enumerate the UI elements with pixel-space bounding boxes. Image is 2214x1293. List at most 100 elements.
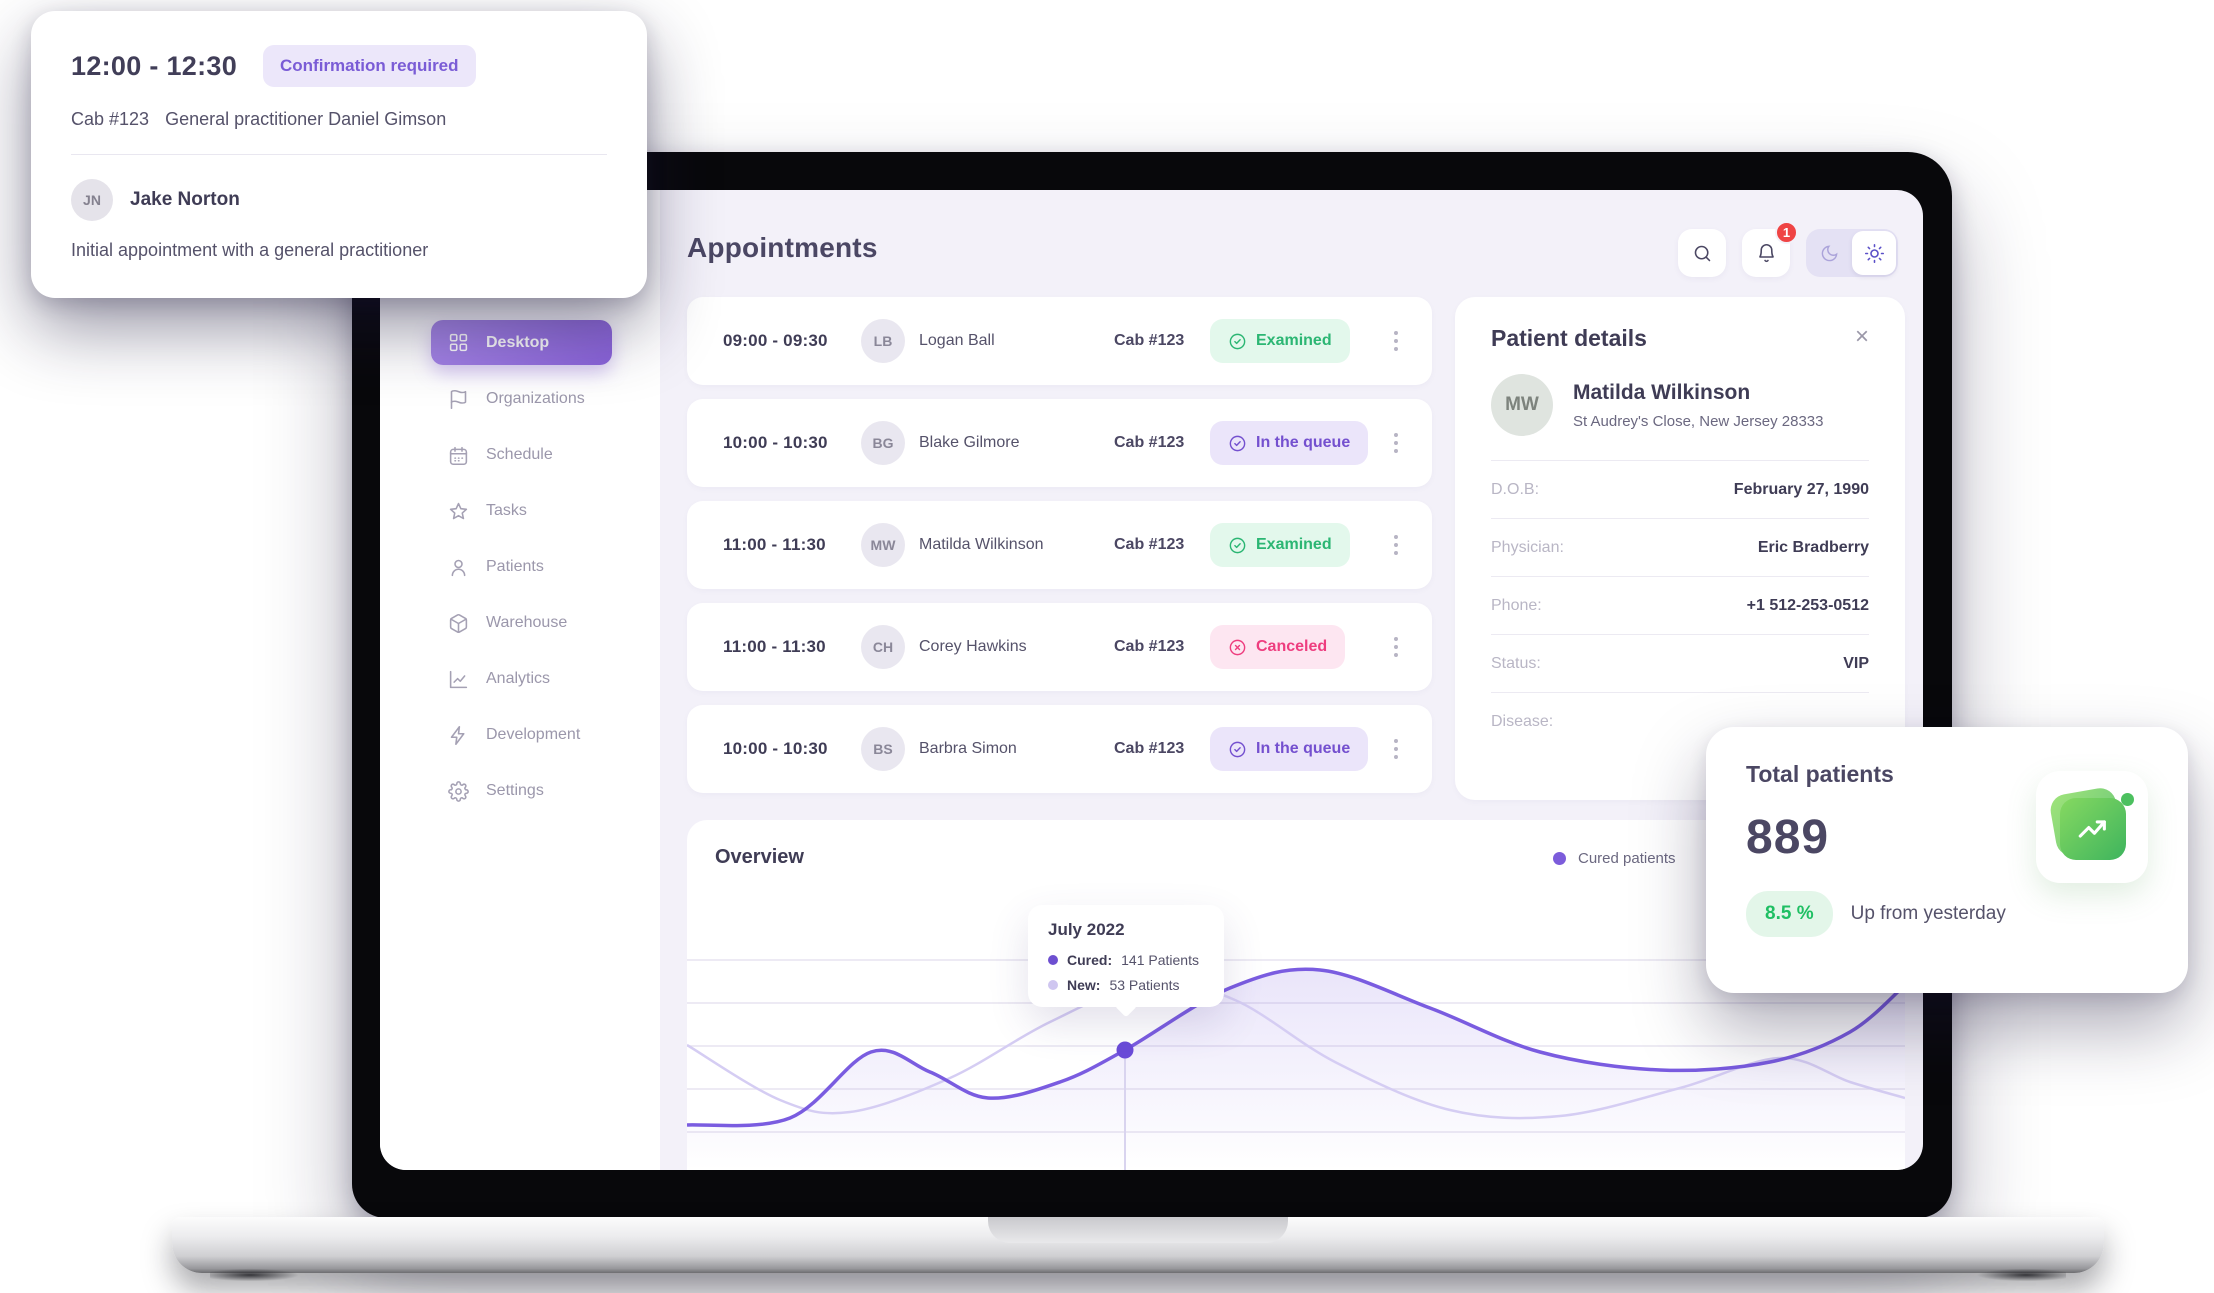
field-value: February 27, 1990 xyxy=(1733,480,1869,498)
series-label: Cured: xyxy=(1067,952,1113,968)
confirmation-badge: Confirmation required xyxy=(263,45,476,87)
row-menu-button[interactable] xyxy=(1386,427,1406,459)
zap-icon xyxy=(450,725,465,745)
patient-name: Blake Gilmore xyxy=(919,434,1020,451)
check-circle-icon xyxy=(1229,537,1246,553)
field-label: Disease: xyxy=(1491,713,1554,730)
sidebar-item-label: Development xyxy=(486,726,581,743)
trend-row: 8.5 % Up from yesterday xyxy=(1746,891,2148,937)
appointment-row[interactable]: 10:00 - 10:30 BS Barbra Simon Cab #123 I… xyxy=(687,705,1432,793)
sidebar-item-analytics[interactable]: Analytics xyxy=(431,651,612,707)
patient-profile: MW Matilda Wilkinson St Audrey's Close, … xyxy=(1491,374,1869,461)
appointment-row[interactable]: 09:00 - 09:30 LB Logan Ball Cab #123 Exa… xyxy=(687,297,1432,385)
appointment-time-range: 12:00 - 12:30 xyxy=(71,50,238,81)
sidebar-item-label: Patients xyxy=(486,558,544,575)
sidebar-item-desktop[interactable]: Desktop xyxy=(431,320,612,365)
practitioner-name: General practitioner Daniel Gimson xyxy=(165,109,447,129)
grid-icon xyxy=(449,333,468,352)
row-menu-button[interactable] xyxy=(1386,631,1406,663)
stat-icon-container xyxy=(2036,771,2148,883)
sidebar-item-label: Schedule xyxy=(486,446,553,463)
appointment-row[interactable]: 11:00 - 11:30 MW Matilda Wilkinson Cab #… xyxy=(687,501,1432,589)
field-value: VIP xyxy=(1843,654,1869,672)
total-patients-card: Total patients 889 8.5 % Up from yesterd… xyxy=(1706,727,2188,993)
avatar: JN xyxy=(71,179,113,221)
sidebar-item-settings[interactable]: Settings xyxy=(431,763,612,819)
field-label: Phone: xyxy=(1491,596,1542,614)
cab-number: Cab #123 xyxy=(1114,740,1185,757)
patient-field-row: D.O.B: February 27, 1990 xyxy=(1491,461,1869,519)
patient-field-row: Physician: Eric Bradberry xyxy=(1491,519,1869,577)
sidebar-item-warehouse[interactable]: Warehouse xyxy=(431,595,612,651)
box-icon xyxy=(449,613,468,633)
status-badge: Examined xyxy=(1210,523,1350,567)
bell-icon xyxy=(1758,243,1774,262)
star-icon xyxy=(449,502,468,519)
sidebar-item-organizations[interactable]: Organizations xyxy=(431,371,612,427)
avatar: CH xyxy=(861,625,905,669)
patient-field-row: Disease: xyxy=(1491,693,1869,751)
tooltip-row: Cured: 141 Patients xyxy=(1048,952,1204,968)
appointment-time: 11:00 - 11:30 xyxy=(723,535,826,554)
sidebar-item-label: Warehouse xyxy=(486,614,568,631)
appointment-row[interactable]: 10:00 - 10:30 BG Blake Gilmore Cab #123 … xyxy=(687,399,1432,487)
laptop-base xyxy=(172,1217,2104,1283)
laptop-screen-bezel: Desktop Organizations Schedule Tasks Patient… xyxy=(352,152,1952,1218)
status-label: In the queue xyxy=(1256,434,1351,451)
theme-toggle xyxy=(1806,229,1898,277)
patient-details-panel: Patient details × MW Matilda Wilkinson S… xyxy=(1455,297,1905,800)
field-value: Eric Bradberry xyxy=(1757,538,1869,556)
status-column: Canceled xyxy=(1210,625,1386,669)
row-menu-button[interactable] xyxy=(1386,529,1406,561)
patient-name: Corey Hawkins xyxy=(919,638,1027,655)
status-badge: In the queue xyxy=(1210,727,1369,771)
gear-icon xyxy=(448,780,469,802)
sidebar-item-label: Analytics xyxy=(486,670,551,687)
dark-mode-button[interactable] xyxy=(1806,244,1852,263)
field-label: D.O.B: xyxy=(1491,480,1540,498)
avatar: LB xyxy=(861,319,905,363)
cab-number: Cab #123 xyxy=(1114,536,1185,553)
avatar: BG xyxy=(861,421,905,465)
status-label: Canceled xyxy=(1256,638,1328,655)
series-value: 141 Patients xyxy=(1121,952,1199,968)
overview-title: Overview xyxy=(715,846,804,868)
moon-icon xyxy=(1821,245,1837,261)
series-dot xyxy=(1048,980,1058,990)
patient-name: Matilda Wilkinson xyxy=(919,536,1044,553)
field-value: +1 512-253-0512 xyxy=(1746,596,1869,614)
row-menu-button[interactable] xyxy=(1386,733,1406,765)
total-patients-title: Total patients xyxy=(1746,761,1894,787)
cab-number: Cab #123 xyxy=(1114,434,1185,451)
status-column: In the queue xyxy=(1210,727,1386,771)
appointment-time: 10:00 - 10:30 xyxy=(723,433,828,452)
appointments-list: 09:00 - 09:30 LB Logan Ball Cab #123 Exa… xyxy=(687,297,1432,807)
appointment-time: 11:00 - 11:30 xyxy=(723,637,826,656)
sidebar-item-patients[interactable]: Patients xyxy=(431,539,612,595)
patient-field-row: Status: VIP xyxy=(1491,635,1869,693)
series-value: 53 Patients xyxy=(1109,977,1180,993)
status-dot xyxy=(2121,793,2134,806)
appointment-time: 09:00 - 09:30 xyxy=(723,331,828,350)
patients-line-chart[interactable] xyxy=(687,940,1905,1170)
cab-number: Cab #123 xyxy=(1114,638,1185,655)
sidebar-item-development[interactable]: Development xyxy=(431,707,612,763)
row-menu-button[interactable] xyxy=(1386,325,1406,357)
chart-legend: Cured patients xyxy=(1553,850,1676,867)
notifications-button[interactable]: 1 xyxy=(1742,221,1798,277)
patient-address: St Audrey's Close, New Jersey 28333 xyxy=(1573,412,1824,430)
check-circle-icon xyxy=(1229,333,1246,349)
sidebar-item-label: Desktop xyxy=(486,333,550,351)
overview-panel: Overview Cured patients July 2022 Cured:… xyxy=(687,820,1905,1170)
appointment-row[interactable]: 11:00 - 11:30 CH Corey Hawkins Cab #123 … xyxy=(687,603,1432,691)
notification-badge: 1 xyxy=(1775,221,1798,244)
sidebar-item-tasks[interactable]: Tasks xyxy=(431,483,612,539)
light-mode-button[interactable] xyxy=(1852,231,1896,275)
status-badge: Canceled xyxy=(1210,625,1346,669)
sidebar-item-schedule[interactable]: Schedule xyxy=(431,427,612,483)
close-icon[interactable]: × xyxy=(1854,323,1869,350)
appointment-card-location: Cab #123 General practitioner Daniel Gim… xyxy=(71,109,607,155)
tooltip-row: New: 53 Patients xyxy=(1048,977,1204,993)
appointment-card-header: 12:00 - 12:30 Confirmation required xyxy=(71,45,607,87)
search-button[interactable] xyxy=(1678,229,1726,277)
